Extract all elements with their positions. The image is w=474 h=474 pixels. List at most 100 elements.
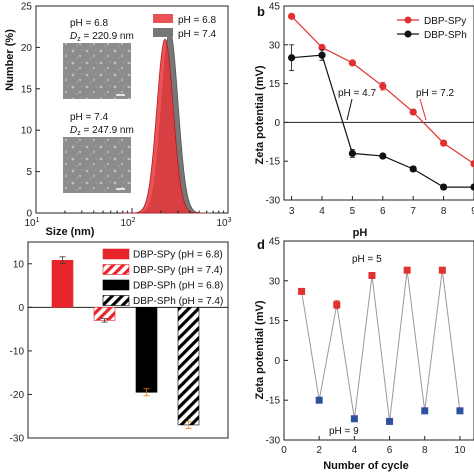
c-bar-3 xyxy=(135,307,158,393)
d-point xyxy=(456,407,464,415)
inset-2-sem-image xyxy=(63,137,131,193)
panel-a-ticks: 0 5 10 15 20 25 101 102 103 xyxy=(21,2,232,230)
panel-b-xlabel: pH xyxy=(353,227,368,239)
b-xtick-label: 8 xyxy=(441,206,447,217)
b-ytick-label: 30 xyxy=(269,40,281,51)
annotation-ph-9: pH = 9 xyxy=(329,426,359,437)
legend-sph-label: DBP-SPh xyxy=(424,30,467,41)
d-point xyxy=(368,271,376,279)
d-point xyxy=(315,396,323,404)
c-bar-1 xyxy=(51,259,74,308)
panel-a-ylabel: Number (%) xyxy=(4,29,16,91)
d-ytick-label: -30 xyxy=(266,436,281,447)
d-ytick-label: 30 xyxy=(269,276,281,287)
c-legend-swatch-2 xyxy=(102,264,130,275)
panel-d-label: d xyxy=(257,237,265,252)
b-point xyxy=(409,165,417,173)
b-point xyxy=(379,152,387,160)
b-xtick-label: 6 xyxy=(380,206,386,217)
legend-spy-label: DBP-SPy xyxy=(424,16,466,27)
panel-d: d -30 -15 0 15 30 45 0 2 4 6 8 10 Number of cycle Z… xyxy=(254,237,474,472)
b-ytick-label: 45 xyxy=(269,2,281,13)
a-ytick-label: 15 xyxy=(21,84,33,95)
b-ytick-label: 15 xyxy=(269,79,281,90)
panel-b-legend: DBP-SPy DBP-SPh xyxy=(397,16,467,41)
c-legend-swatch-3 xyxy=(102,279,130,291)
panel-d-ticks: -30 -15 0 15 30 45 0 2 4 6 8 10 xyxy=(266,237,466,457)
b-point xyxy=(379,82,387,90)
b-xtick-label: 5 xyxy=(350,206,356,217)
b-point xyxy=(470,183,474,191)
d-ytick-label: 0 xyxy=(274,356,280,367)
panel-a-xlabel: Size (nm) xyxy=(46,226,95,238)
d-point xyxy=(350,415,358,423)
c-ytick-label: 0 xyxy=(18,303,24,314)
a-ytick-label: 0 xyxy=(26,209,32,220)
a-ytick-label: 10 xyxy=(21,126,33,137)
d-series-line xyxy=(301,270,461,422)
d-xtick-label: 8 xyxy=(422,445,428,456)
d-point xyxy=(386,417,394,425)
panel-b-ylabel: Zeta potential (mV) xyxy=(254,65,266,164)
panel-d-ylabel: Zeta potential (mV) xyxy=(254,300,266,399)
panel-d-xlabel: Number of cycle xyxy=(323,460,409,472)
d-ytick-label: 45 xyxy=(269,237,281,248)
panel-a-distributions xyxy=(121,30,214,214)
d-point xyxy=(438,266,446,274)
b-ytick-label: -30 xyxy=(266,196,281,207)
c-legend-label-2: DBP-SPy (pH = 7.4) xyxy=(133,265,223,276)
d-xtick-label: 0 xyxy=(281,445,287,456)
panel-c-bars xyxy=(51,256,200,429)
b-point xyxy=(348,149,356,158)
d-point xyxy=(403,266,411,274)
inset-2-ph-label: pH = 7.4 xyxy=(70,112,109,123)
panel-a: 0 5 10 15 20 25 101 102 103 Size (nm) Number (%)… xyxy=(4,2,232,239)
panel-a-legend-swatch-1 xyxy=(153,14,173,23)
b-point xyxy=(470,160,474,168)
panel-d-frame xyxy=(283,240,474,441)
legend-spy-marker xyxy=(404,16,412,24)
annotation-ph-4-7-arrow xyxy=(346,98,353,121)
annotation-ph-5: pH = 5 xyxy=(352,254,382,265)
b-point xyxy=(318,51,326,59)
d-point xyxy=(421,407,429,415)
panel-a-legend-label-1: pH = 6.8 xyxy=(178,15,217,26)
c-legend-label-1: DBP-SPy (pH = 6.8) xyxy=(133,250,223,261)
inset-1-sem-image xyxy=(63,43,131,99)
c-legend-label-3: DBP-SPh (pH = 6.8) xyxy=(133,281,223,292)
panel-c-frame xyxy=(27,241,229,439)
a-ytick-label: 20 xyxy=(21,43,33,54)
b-xtick-label: 3 xyxy=(289,206,295,217)
inset-1-ph-label: pH = 6.8 xyxy=(70,18,109,29)
c-ytick-label: -30 xyxy=(10,434,25,445)
panel-b-ticks: -30-1501530453456789 xyxy=(266,2,474,217)
b-point xyxy=(288,54,296,62)
a-ytick-label: 25 xyxy=(21,2,33,13)
c-ytick-label: -20 xyxy=(10,390,25,401)
c-legend-label-4: DBP-SPh (pH = 7.4) xyxy=(133,296,223,307)
d-xtick-label: 4 xyxy=(352,445,358,456)
distribution-ph-6-8 xyxy=(121,38,209,214)
b-point xyxy=(288,12,296,20)
inset-1-dz-label: Dz = 220.9 nm xyxy=(70,31,134,43)
inset-2-dz-label: Dz = 247.9 nm xyxy=(70,125,134,137)
b-point xyxy=(440,139,448,147)
panel-b: b -30-1501530453456789 pH Zeta potential… xyxy=(254,2,474,239)
panel-b-label: b xyxy=(257,4,265,19)
d-xtick-label: 10 xyxy=(454,445,466,456)
a-xtick-label: 103 xyxy=(216,217,231,229)
panel-a-legend-swatch-2 xyxy=(153,28,173,37)
b-xtick-label: 4 xyxy=(319,206,325,217)
b-point xyxy=(348,59,356,67)
d-xtick-label: 2 xyxy=(316,445,322,456)
panel-c-ticks: -30 -20 -10 0 10 xyxy=(10,259,32,445)
a-ytick-label: 5 xyxy=(26,167,32,178)
c-ytick-label: -10 xyxy=(10,346,25,357)
b-ytick-label: -15 xyxy=(266,157,281,168)
panel-c-legend: DBP-SPy (pH = 6.8) DBP-SPy (pH = 7.4) DBP-… xyxy=(102,248,223,307)
legend-sph-marker xyxy=(404,30,412,38)
c-ytick-label: 10 xyxy=(13,259,25,270)
b-point xyxy=(318,43,326,51)
